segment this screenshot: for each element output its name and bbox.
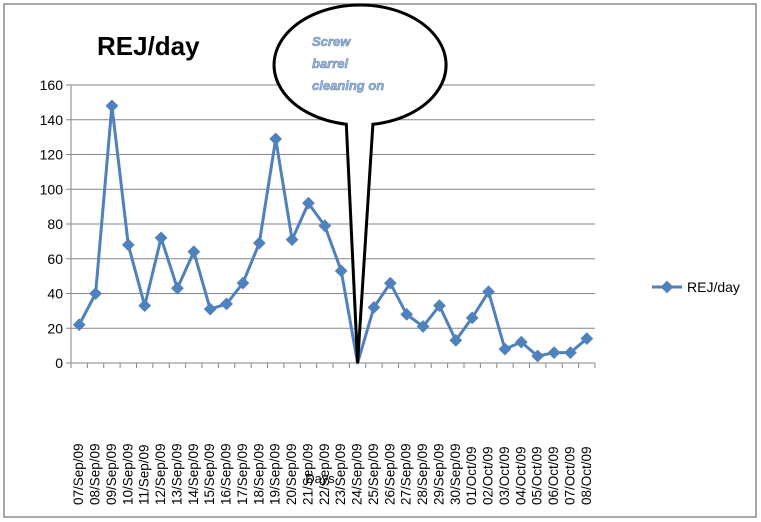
annotation-callout: Screw barrel cleaning on	[272, 3, 448, 364]
data-point	[334, 264, 348, 278]
x-axis-title: Days	[305, 471, 335, 486]
data-point	[121, 238, 135, 252]
x-tick-label: 17/Sep/09	[235, 443, 250, 505]
x-tick-label: 23/Sep/09	[333, 443, 348, 505]
y-tick-label: 100	[40, 181, 64, 197]
x-tick-label: 08/Sep/09	[88, 443, 103, 505]
callout-text-line: Screw	[312, 34, 351, 49]
x-tick-label: 05/Oct/09	[530, 446, 545, 505]
x-tick-label: 13/Sep/09	[169, 443, 184, 505]
x-tick-label: 28/Sep/09	[415, 443, 430, 505]
y-tick-label: 40	[47, 286, 63, 302]
data-point	[220, 297, 233, 311]
series-reJ-day	[72, 99, 594, 365]
y-tick-labels: 0 20 40 60 80 100 120 140 160	[40, 77, 71, 371]
x-tick-label: 27/Sep/09	[399, 443, 414, 505]
data-point	[252, 236, 266, 250]
x-tick-label: 02/Oct/09	[481, 446, 496, 505]
x-tick-label: 29/Sep/09	[431, 443, 446, 505]
legend-label: REJ/day	[687, 279, 740, 295]
data-point	[465, 311, 479, 325]
data-point	[433, 299, 446, 313]
x-tick-label: 26/Sep/09	[382, 443, 397, 505]
data-point	[285, 233, 299, 247]
data-point	[498, 342, 512, 356]
x-tick-label: 14/Sep/09	[186, 443, 201, 505]
data-point	[302, 196, 315, 210]
data-point	[416, 320, 430, 333]
x-tick-label: 09/Sep/09	[104, 443, 119, 505]
data-point	[138, 299, 152, 313]
y-tick-label: 60	[47, 251, 63, 267]
chart-title: REJ/day	[97, 31, 200, 61]
data-point	[154, 231, 168, 245]
x-tick-label: 19/Sep/09	[268, 443, 283, 505]
series-line	[77, 104, 588, 365]
x-tick-label: 18/Sep/09	[251, 443, 266, 505]
y-tick-label: 80	[47, 216, 63, 232]
data-point	[383, 276, 397, 290]
callout-text-line: barrel	[312, 56, 349, 71]
y-tick-label: 120	[40, 147, 64, 163]
data-point	[449, 334, 463, 347]
data-point	[482, 285, 495, 299]
x-tick-label: 16/Sep/09	[219, 443, 234, 505]
callout-text-line: cleaning on	[312, 78, 384, 93]
data-point	[187, 245, 201, 259]
data-point	[318, 219, 332, 233]
y-tick-label: 140	[40, 112, 64, 128]
x-tick-label: 01/Oct/09	[464, 446, 479, 505]
data-point	[171, 281, 184, 295]
data-point	[269, 132, 283, 146]
x-tick-label: 08/Oct/09	[579, 446, 594, 505]
grid-lines	[71, 84, 595, 329]
data-point	[400, 307, 414, 321]
x-tick-label: 21/Sep/09	[300, 443, 315, 505]
x-tick-label: 15/Sep/09	[202, 443, 217, 505]
x-tick-label: 20/Sep/09	[284, 443, 299, 505]
x-tick-label: 11/Sep/09	[137, 444, 152, 505]
data-point	[236, 276, 250, 290]
x-tick-labels: 07/Sep/09 08/Sep/09 09/Sep/09 10/Sep/09 11/S…	[70, 363, 596, 505]
x-tick-label: 04/Oct/09	[513, 446, 528, 505]
x-tick-label: 10/Sep/09	[120, 443, 135, 505]
data-point	[72, 318, 86, 332]
x-tick-label: 07/Sep/09	[71, 443, 86, 505]
y-tick-label: 160	[40, 77, 64, 93]
x-tick-label: 22/Sep/09	[317, 443, 332, 505]
x-tick-label: 07/Oct/09	[562, 446, 577, 505]
callout-balloon	[272, 3, 448, 364]
data-point	[89, 287, 102, 300]
data-point	[367, 301, 381, 314]
x-tick-label: 30/Sep/09	[448, 443, 463, 505]
x-tick-label: 06/Oct/09	[546, 446, 561, 505]
y-tick-label: 0	[55, 355, 63, 371]
x-tick-label: 03/Oct/09	[497, 446, 512, 505]
y-tick-label: 20	[47, 320, 63, 336]
x-tick-label: 24/Sep/09	[350, 443, 365, 505]
data-point	[203, 302, 217, 316]
x-tick-label: 12/Sep/09	[153, 443, 168, 505]
x-tick-label: 25/Sep/09	[366, 443, 381, 505]
